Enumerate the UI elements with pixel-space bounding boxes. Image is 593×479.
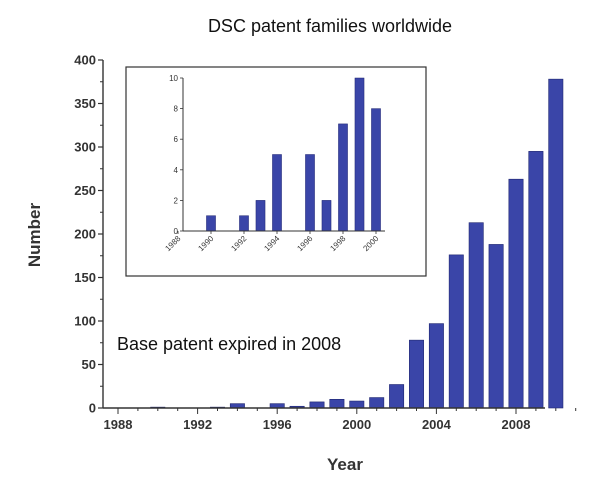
- inset-y-tick-label: 2: [174, 196, 179, 205]
- bar-2008: [508, 178, 524, 409]
- x-tick-label: 1996: [263, 417, 292, 432]
- y-tick-label: 350: [74, 96, 96, 111]
- y-tick-label: 400: [74, 53, 96, 68]
- x-tick-label: 2000: [342, 417, 371, 432]
- bar-2009: [528, 151, 544, 409]
- inset-axes: [182, 78, 385, 232]
- bar-2010: [548, 78, 564, 409]
- bar-2007: [488, 244, 504, 409]
- y-tick-label: 100: [74, 314, 96, 329]
- inset-bar-1993: [255, 200, 266, 232]
- main-axes: [102, 60, 545, 409]
- y-tick-label: 0: [89, 401, 96, 416]
- bar-2006: [468, 222, 484, 409]
- bar-2002: [389, 384, 405, 409]
- x-tick-label: 1988: [104, 417, 133, 432]
- main-bars: [150, 78, 564, 409]
- inset-bar-1996: [305, 154, 315, 232]
- inset-y-tick-label: 6: [174, 135, 179, 144]
- y-tick-label: 250: [74, 183, 96, 198]
- x-tick-label: 2008: [502, 417, 531, 432]
- bar-2004: [428, 323, 444, 409]
- y-tick-label: 50: [82, 357, 96, 372]
- inset-y-tick-label: 10: [169, 74, 178, 83]
- inset-bar-1992: [239, 215, 249, 232]
- annotation-base-patent: Base patent expired in 2008: [117, 334, 341, 354]
- inset-bar-1998: [338, 123, 348, 232]
- x-tick-label: 1992: [183, 417, 212, 432]
- inset-y-tick-label: 4: [174, 166, 179, 175]
- chart-title: DSC patent families worldwide: [208, 16, 452, 36]
- inset-bar-1997: [321, 200, 332, 232]
- bar-2001: [369, 397, 385, 409]
- inset-bar-1994: [272, 154, 282, 232]
- y-tick-label: 300: [74, 140, 96, 155]
- bar-2003: [409, 339, 424, 409]
- inset-bar-1990: [206, 215, 216, 232]
- bar-2005: [448, 254, 464, 409]
- y-tick-label: 200: [74, 227, 96, 242]
- bar-1998: [309, 401, 325, 409]
- y-tick-label: 150: [74, 270, 96, 285]
- inset-y-tick-label: 0: [174, 227, 179, 236]
- y-axis-title: Number: [25, 203, 44, 268]
- inset-bar-1999: [354, 77, 365, 232]
- bar-2000: [349, 400, 365, 409]
- x-tick-label: 2004: [422, 417, 452, 432]
- inset-bar-2000: [371, 108, 381, 232]
- bar-1999: [329, 398, 345, 409]
- x-axis-title: Year: [327, 455, 363, 474]
- inset-y-tick-label: 8: [174, 105, 179, 114]
